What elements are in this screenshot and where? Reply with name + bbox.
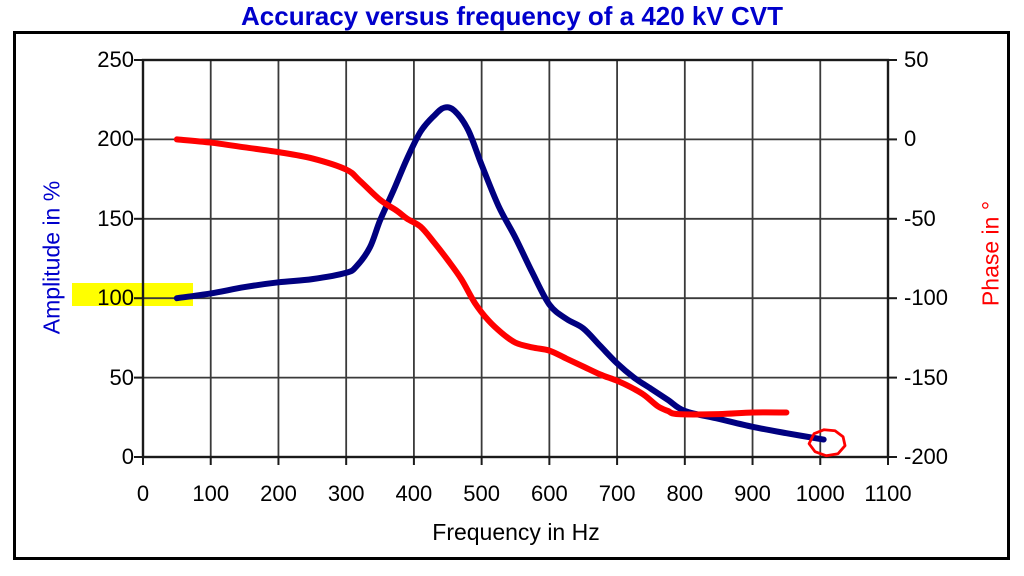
chart-title: Accuracy versus frequency of a 420 kV CV…	[241, 1, 783, 31]
right-tick-label: -50	[904, 205, 936, 231]
chart-outer-frame	[13, 31, 1010, 560]
x-tick-label: 600	[531, 481, 568, 506]
amplitude-curve	[173, 104, 827, 443]
x-tick-label: 1000	[795, 481, 845, 506]
x-tick-label: 900	[734, 481, 771, 506]
plot-border	[141, 58, 890, 459]
yellow-highlight-100-percent	[72, 283, 193, 306]
left-tick-label: 0	[121, 444, 134, 469]
right-tick-label: 0	[904, 126, 917, 152]
x-tick-label: 800	[666, 481, 704, 506]
left-tick-label: 100	[97, 285, 134, 311]
left-tick-label: 150	[97, 205, 134, 231]
right-tick-label: -200	[904, 444, 949, 469]
x-tick-label: 700	[598, 481, 636, 506]
right-tick-label: 50	[904, 47, 929, 72]
x-tick-label: 100	[192, 481, 230, 506]
hand-drawn-circle-annotation	[807, 428, 847, 458]
right-tick-label: -100	[904, 285, 949, 311]
x-tick-label: 400	[395, 481, 433, 506]
right-axis-title: Phase in °	[977, 200, 1004, 307]
x-tick-label: 200	[260, 481, 297, 506]
x-tick-label: 300	[327, 481, 365, 506]
x-tick-label: 1100	[864, 481, 912, 506]
x-tick-label: 0	[136, 481, 150, 506]
left-axis-title: Amplitude in %	[38, 180, 65, 335]
x-axis-title: Frequency in Hz	[432, 519, 600, 545]
left-tick-label: 250	[97, 47, 134, 72]
phase-curve	[173, 136, 790, 418]
left-tick-label: 200	[97, 126, 134, 152]
x-tick-label: 500	[463, 481, 500, 506]
left-tick-label: 50	[109, 364, 134, 390]
right-tick-label: -150	[904, 364, 949, 390]
